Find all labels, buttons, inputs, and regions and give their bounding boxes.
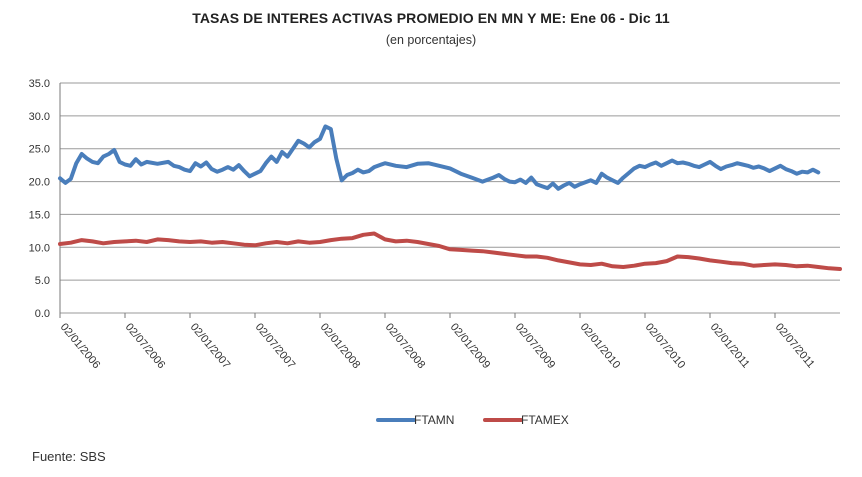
series-line-ftamn bbox=[58, 124, 821, 191]
series-lines bbox=[58, 124, 842, 271]
x-tick-label: 02/07/2007 bbox=[253, 321, 298, 371]
y-tick-label: 30.0 bbox=[29, 111, 50, 123]
y-tick-label: 15.0 bbox=[29, 209, 50, 221]
gridlines bbox=[60, 82, 840, 314]
legend-label-ftamex: FTAMEX bbox=[521, 413, 569, 427]
y-tick-label: 35.0 bbox=[29, 78, 50, 90]
x-tick-label: 02/07/2011 bbox=[773, 321, 817, 370]
y-tick-label: 10.0 bbox=[29, 242, 50, 254]
x-tick-label: 02/01/2011 bbox=[708, 321, 752, 370]
x-tick-label: 02/01/2007 bbox=[188, 321, 233, 371]
source-note: Fuente: SBS bbox=[32, 449, 106, 464]
x-tick-label: 02/07/2008 bbox=[383, 321, 428, 371]
x-tick-label: 02/07/2009 bbox=[513, 321, 558, 371]
x-tick-label: 02/01/2006 bbox=[58, 321, 103, 371]
y-tick-label: 25.0 bbox=[29, 144, 50, 156]
legend: FTAMN FTAMEX bbox=[376, 413, 569, 427]
x-tick-label: 02/01/2008 bbox=[318, 321, 363, 371]
x-tick-label: 02/01/2009 bbox=[448, 321, 493, 371]
series-line-ftamex bbox=[58, 231, 842, 271]
y-tick-label: 0.0 bbox=[35, 308, 50, 320]
x-tick-label: 02/07/2006 bbox=[123, 321, 168, 371]
legend-label-ftamn: FTAMN bbox=[414, 413, 454, 427]
x-tick-label: 02/07/2010 bbox=[643, 321, 688, 371]
chart-subtitle: (en porcentajes) bbox=[385, 33, 477, 47]
x-tick-label: 02/01/2010 bbox=[578, 321, 623, 371]
chart-title: TASAS DE INTERES ACTIVAS PROMEDIO EN MN … bbox=[192, 10, 670, 26]
y-tick-label: 20.0 bbox=[29, 177, 50, 189]
y-tick-label: 5.0 bbox=[35, 275, 50, 287]
axes: 35.0 30.0 25.0 20.0 15.0 10.0 5.0 0.0 02/01/2006… bbox=[29, 78, 817, 371]
